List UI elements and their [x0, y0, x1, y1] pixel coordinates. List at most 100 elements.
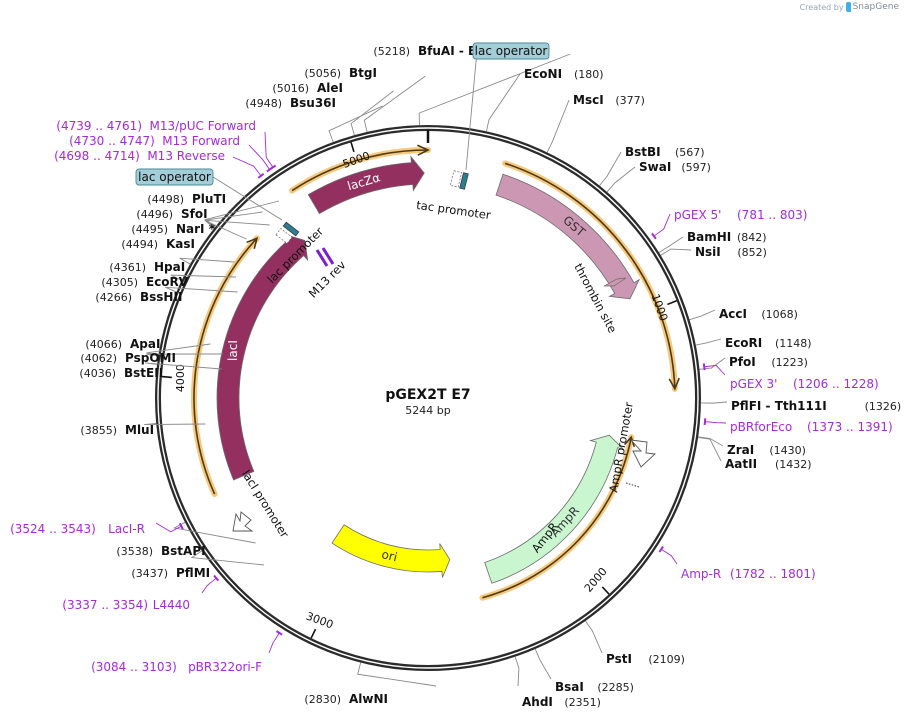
enzyme-site[interactable]: BamHI (842): [687, 230, 767, 244]
enzyme-name[interactable]: AleI: [317, 81, 343, 95]
enzyme-name[interactable]: PstI: [606, 652, 632, 666]
enzyme-name[interactable]: ZraI: [727, 443, 754, 457]
enzyme-name[interactable]: AccI: [719, 307, 747, 321]
lac-operator-marker-lac[interactable]: [275, 228, 293, 244]
primer-binding-mark[interactable]: [651, 232, 657, 240]
enzyme-name[interactable]: MluI: [125, 423, 154, 437]
ampr-promoter-arrow-icon[interactable]: [629, 439, 657, 468]
primer-site[interactable]: M13 Reverse (4698 .. 4714): [54, 149, 225, 163]
primer-site[interactable]: L4440 (3337 .. 3354): [62, 598, 190, 612]
enzyme-name[interactable]: EcoNI: [524, 67, 562, 81]
primer-name[interactable]: M13 Forward: [162, 134, 240, 148]
primer-name[interactable]: pGEX 3': [730, 377, 777, 391]
enzyme-site[interactable]: PstI (2109): [606, 652, 685, 666]
enzyme-name[interactable]: BamHI: [687, 230, 731, 244]
enzyme-site[interactable]: ZraI (1430): [727, 443, 806, 457]
feature-ampr[interactable]: [484, 434, 625, 584]
lac-operator-marker-tac[interactable]: [449, 170, 463, 188]
enzyme-site[interactable]: (4062) PspOMI: [80, 351, 176, 365]
primer-name[interactable]: L4440: [153, 598, 190, 612]
primer-name[interactable]: pBRforEco: [730, 420, 792, 434]
enzyme-site[interactable]: PfoI (1223): [729, 355, 808, 369]
enzyme-name[interactable]: PfoI: [729, 355, 756, 369]
enzyme-name[interactable]: BsaI: [555, 680, 584, 694]
enzyme-site[interactable]: (3855) MluI: [80, 423, 154, 437]
enzyme-name[interactable]: BstAPI: [161, 544, 206, 558]
enzyme-name[interactable]: PflFI - Tth111I: [731, 399, 827, 413]
primer-binding-mark[interactable]: [275, 630, 283, 636]
enzyme-site[interactable]: (5056) BtgI: [304, 66, 377, 80]
enzyme-site[interactable]: AatII (1432): [725, 457, 812, 471]
lac-operator-label[interactable]: lac operator: [135, 168, 214, 186]
enzyme-name[interactable]: PluTI: [192, 192, 226, 206]
enzyme-site[interactable]: (4498) PluTI: [147, 192, 226, 206]
enzyme-site[interactable]: (4266) BssHII: [95, 290, 182, 304]
enzyme-site[interactable]: EcoNI (180): [524, 67, 604, 81]
enzyme-name[interactable]: BstBI: [625, 145, 661, 159]
primer-name[interactable]: Amp-R: [681, 567, 721, 581]
enzyme-site[interactable]: EcoRI (1148): [725, 336, 812, 350]
enzyme-name[interactable]: ApaI: [130, 337, 160, 351]
enzyme-site[interactable]: (5016) AleI: [272, 81, 343, 95]
primer-binding-mark[interactable]: [702, 363, 706, 371]
enzyme-site[interactable]: (3538) BstAPI: [116, 544, 205, 558]
enzyme-site[interactable]: SwaI (597): [639, 160, 711, 174]
enzyme-name[interactable]: SwaI: [639, 160, 671, 174]
enzyme-site[interactable]: (3437) PflMI: [131, 566, 210, 580]
enzyme-site[interactable]: MscI (377): [573, 93, 645, 107]
m13-rev-primer-icon[interactable]: [315, 247, 335, 267]
enzyme-name[interactable]: SfoI: [181, 207, 208, 221]
enzyme-name[interactable]: PflMI: [176, 566, 210, 580]
enzyme-site[interactable]: BstBI (567): [625, 145, 705, 159]
primer-binding-mark[interactable]: [266, 166, 273, 173]
enzyme-site[interactable]: (4495) NarI *: [131, 222, 215, 236]
primer-binding-mark[interactable]: [213, 574, 220, 582]
enzyme-name[interactable]: BssHII: [140, 290, 182, 304]
enzyme-name[interactable]: AlwNI: [349, 692, 388, 706]
enzyme-site[interactable]: (2830) AlwNI: [304, 692, 388, 706]
enzyme-name[interactable]: AhdI: [522, 695, 553, 709]
primer-binding-mark[interactable]: [658, 545, 664, 553]
feature-laci[interactable]: [216, 233, 309, 481]
operator-label-box[interactable]: [472, 42, 550, 60]
enzyme-name[interactable]: BtgI: [349, 66, 377, 80]
feature-ori[interactable]: [331, 524, 451, 578]
enzyme-site[interactable]: AccI (1068): [719, 307, 798, 321]
primer-name[interactable]: pBR322ori-F: [188, 660, 262, 674]
enzyme-name[interactable]: BstEII: [124, 366, 163, 380]
lac-operator-label[interactable]: lac operator: [472, 42, 550, 60]
enzyme-site[interactable]: NsiI (852): [695, 245, 767, 259]
primer-site[interactable]: pBRforEco (1373 .. 1391): [730, 420, 893, 434]
enzyme-name[interactable]: NsiI: [695, 245, 721, 259]
primer-name[interactable]: M13 Reverse: [147, 149, 225, 163]
primer-site[interactable]: pGEX 5' (781 .. 803): [674, 208, 807, 222]
primer-site[interactable]: Amp-R (1782 .. 1801): [681, 567, 816, 581]
enzyme-site[interactable]: AhdI (2351): [522, 695, 601, 709]
enzyme-name[interactable]: EcoRV: [146, 275, 189, 289]
small-features[interactable]: [232, 170, 657, 532]
primer-site[interactable]: LacI-R (3524 .. 3543): [10, 522, 145, 536]
primer-site[interactable]: pGEX 3' (1206 .. 1228): [730, 377, 879, 391]
enzyme-site[interactable]: (4361) HpaI: [109, 260, 185, 274]
laci-promoter-arrow-icon[interactable]: [232, 511, 254, 532]
operator-label-box[interactable]: [135, 168, 214, 186]
primer-binding-mark[interactable]: [257, 173, 265, 179]
enzyme-name[interactable]: NarI *: [176, 222, 216, 236]
enzyme-site[interactable]: (4948) Bsu36I: [245, 96, 336, 110]
plasmid-backbone[interactable]: [155, 125, 701, 671]
tac-promoter-box[interactable]: [459, 172, 469, 190]
primer-binding-mark[interactable]: [703, 418, 707, 426]
enzyme-site[interactable]: (4066) ApaI: [85, 337, 160, 351]
enzyme-name[interactable]: HpaI: [154, 260, 185, 274]
enzyme-site[interactable]: (4494) KasI: [121, 237, 195, 251]
enzyme-name[interactable]: AatII: [725, 457, 757, 471]
enzyme-site[interactable]: BsaI (2285): [555, 680, 634, 694]
primer-name[interactable]: pGEX 5': [674, 208, 721, 222]
primer-site[interactable]: pBR322ori-F (3084 .. 3103): [91, 660, 262, 674]
enzyme-site[interactable]: (4036) BstEII: [79, 366, 163, 380]
enzyme-name[interactable]: PspOMI: [125, 351, 176, 365]
primer-name[interactable]: M13/pUC Forward: [149, 119, 256, 133]
enzyme-site[interactable]: (4305) EcoRV: [101, 275, 188, 289]
feature-lacz[interactable]: [307, 155, 425, 215]
